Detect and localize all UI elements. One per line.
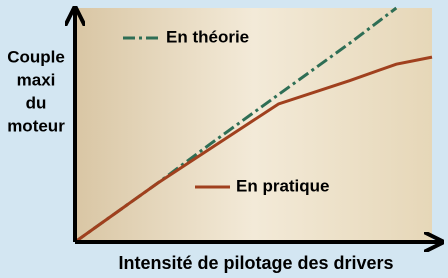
x-axis-label: Intensité de pilotage des drivers xyxy=(118,253,393,273)
y-axis-label-line: du xyxy=(26,93,47,112)
legend-label: En théorie xyxy=(166,27,249,46)
y-axis-label-line: moteur xyxy=(7,116,65,135)
legend: En théorie En pratique xyxy=(123,27,330,195)
series-line xyxy=(74,6,398,244)
series-line xyxy=(74,55,433,244)
y-axis-label-line: maxi xyxy=(17,70,56,89)
y-axis-label-line: Couple xyxy=(7,47,65,66)
plot-area xyxy=(75,8,432,242)
legend-label: En pratique xyxy=(236,176,330,195)
y-axis-label: Couple maxi du moteur xyxy=(7,47,65,135)
